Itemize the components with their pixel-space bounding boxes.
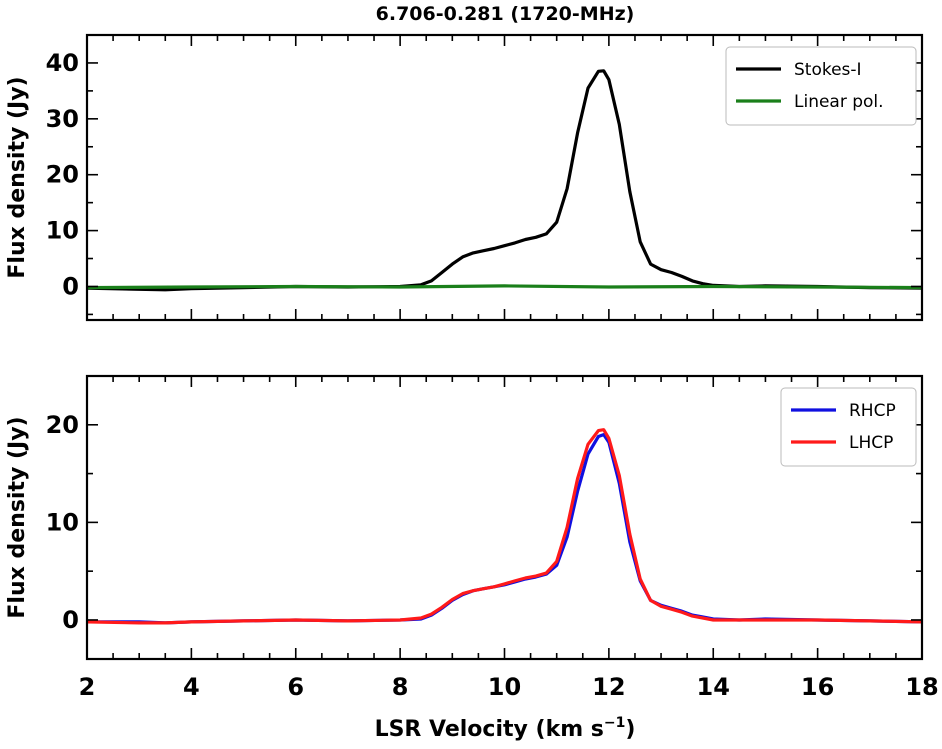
legend-label-lhcp: LHCP — [849, 433, 893, 453]
top-panel: 0 10 20 30 40 Flux density (Jy) Stokes-I Linear… — [5, 33, 924, 322]
y-tick-label: 10 — [46, 508, 79, 536]
y-tick-label: 0 — [62, 272, 79, 300]
legend: Stokes-I Linear pol. — [725, 46, 917, 126]
x-tick-label: 16 — [801, 673, 834, 701]
y-tick-label: 20 — [46, 161, 79, 189]
x-axis-label-close: ) — [625, 717, 635, 742]
y-axis-label: Flux density (Jy) — [5, 76, 30, 278]
bottom-panel: 2 4 6 8 10 12 14 16 18 0 10 20 Flux density (Jy) RHCP… — [5, 374, 939, 701]
series-group — [87, 428, 922, 625]
y-tick-label: 0 — [62, 606, 79, 634]
figure-title: 6.706-0.281 (1720-MHz) — [376, 3, 635, 25]
y-tick-label: 40 — [46, 49, 79, 77]
x-tick-label: 6 — [287, 673, 304, 701]
x-axis-label-superscript: −1 — [604, 715, 625, 731]
y-tick-label: 20 — [46, 411, 79, 439]
legend: RHCP LHCP — [780, 387, 917, 467]
x-axis-label: LSR Velocity (km s−1) — [375, 715, 636, 742]
y-axis-label: Flux density (Jy) — [5, 416, 30, 618]
series-group — [87, 69, 922, 292]
x-tick-label: 12 — [592, 673, 625, 701]
x-tick-label: 14 — [697, 673, 730, 701]
series-line-linear-pol — [87, 284, 922, 290]
x-tick-label: 8 — [392, 673, 409, 701]
y-tick-label: 10 — [46, 217, 79, 245]
x-tick-label: 2 — [79, 673, 96, 701]
x-tick-label: 10 — [488, 673, 521, 701]
legend-label-rhcp: RHCP — [849, 401, 896, 421]
legend-box — [725, 46, 917, 126]
legend-label-linear-pol: Linear pol. — [794, 92, 884, 112]
x-tick-label: 4 — [183, 673, 200, 701]
x-axis-label-text: LSR Velocity (km s — [375, 717, 604, 742]
legend-box — [780, 387, 917, 467]
x-tick-label: 18 — [905, 673, 938, 701]
y-tick-label: 30 — [46, 105, 79, 133]
series-line-lhcp — [87, 428, 922, 625]
legend-label-stokes-i: Stokes-I — [794, 60, 862, 80]
